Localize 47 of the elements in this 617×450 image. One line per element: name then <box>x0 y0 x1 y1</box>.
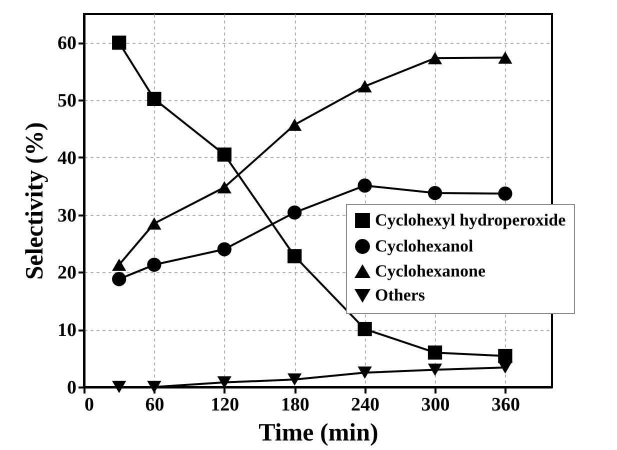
x-tick-label: 60 <box>145 394 164 416</box>
point <box>147 258 162 272</box>
point <box>147 92 162 106</box>
y-tick-label: 20 <box>58 262 76 284</box>
point <box>217 181 232 194</box>
x-tick-label: 0 <box>84 394 94 416</box>
point <box>428 364 442 376</box>
x-tick-label: 360 <box>491 394 520 416</box>
y-axis-title: Selectivity (%) <box>22 122 48 280</box>
point <box>112 36 126 50</box>
y-tick-label: 10 <box>58 320 76 342</box>
y-tick-label: 0 <box>67 378 76 398</box>
point <box>428 52 442 64</box>
point <box>498 51 512 64</box>
point <box>288 249 302 264</box>
point <box>288 373 302 386</box>
legend-label: Cyclohexyl hydroperoxide <box>375 210 566 230</box>
point <box>112 272 126 286</box>
point <box>428 186 442 200</box>
point <box>112 258 126 271</box>
point <box>358 80 372 92</box>
point <box>147 380 162 394</box>
point <box>358 366 372 379</box>
point <box>217 148 232 162</box>
y-tick-label: 50 <box>58 90 76 112</box>
point <box>428 346 442 360</box>
x-tick-label: 180 <box>280 394 310 416</box>
x-axis-title: Time (min) <box>258 420 378 446</box>
x-tick-label: 300 <box>421 394 450 416</box>
x-tick-label: 120 <box>210 394 240 416</box>
legend-label: Cyclohexanol <box>375 236 474 256</box>
y-tick-label: 60 <box>58 33 76 54</box>
point <box>498 361 512 374</box>
y-tick-label: 30 <box>58 205 76 226</box>
point <box>112 380 126 394</box>
point <box>498 186 512 201</box>
legend-label: Cyclohexanone <box>375 262 486 280</box>
point <box>358 178 372 193</box>
legend-label: Others <box>375 286 426 304</box>
x-tick-label: 240 <box>351 394 380 416</box>
point <box>217 242 232 256</box>
y-tick-label: 40 <box>58 148 76 169</box>
point <box>147 217 162 230</box>
point <box>288 205 302 220</box>
point <box>498 348 512 364</box>
point <box>358 322 372 336</box>
point <box>288 118 302 131</box>
